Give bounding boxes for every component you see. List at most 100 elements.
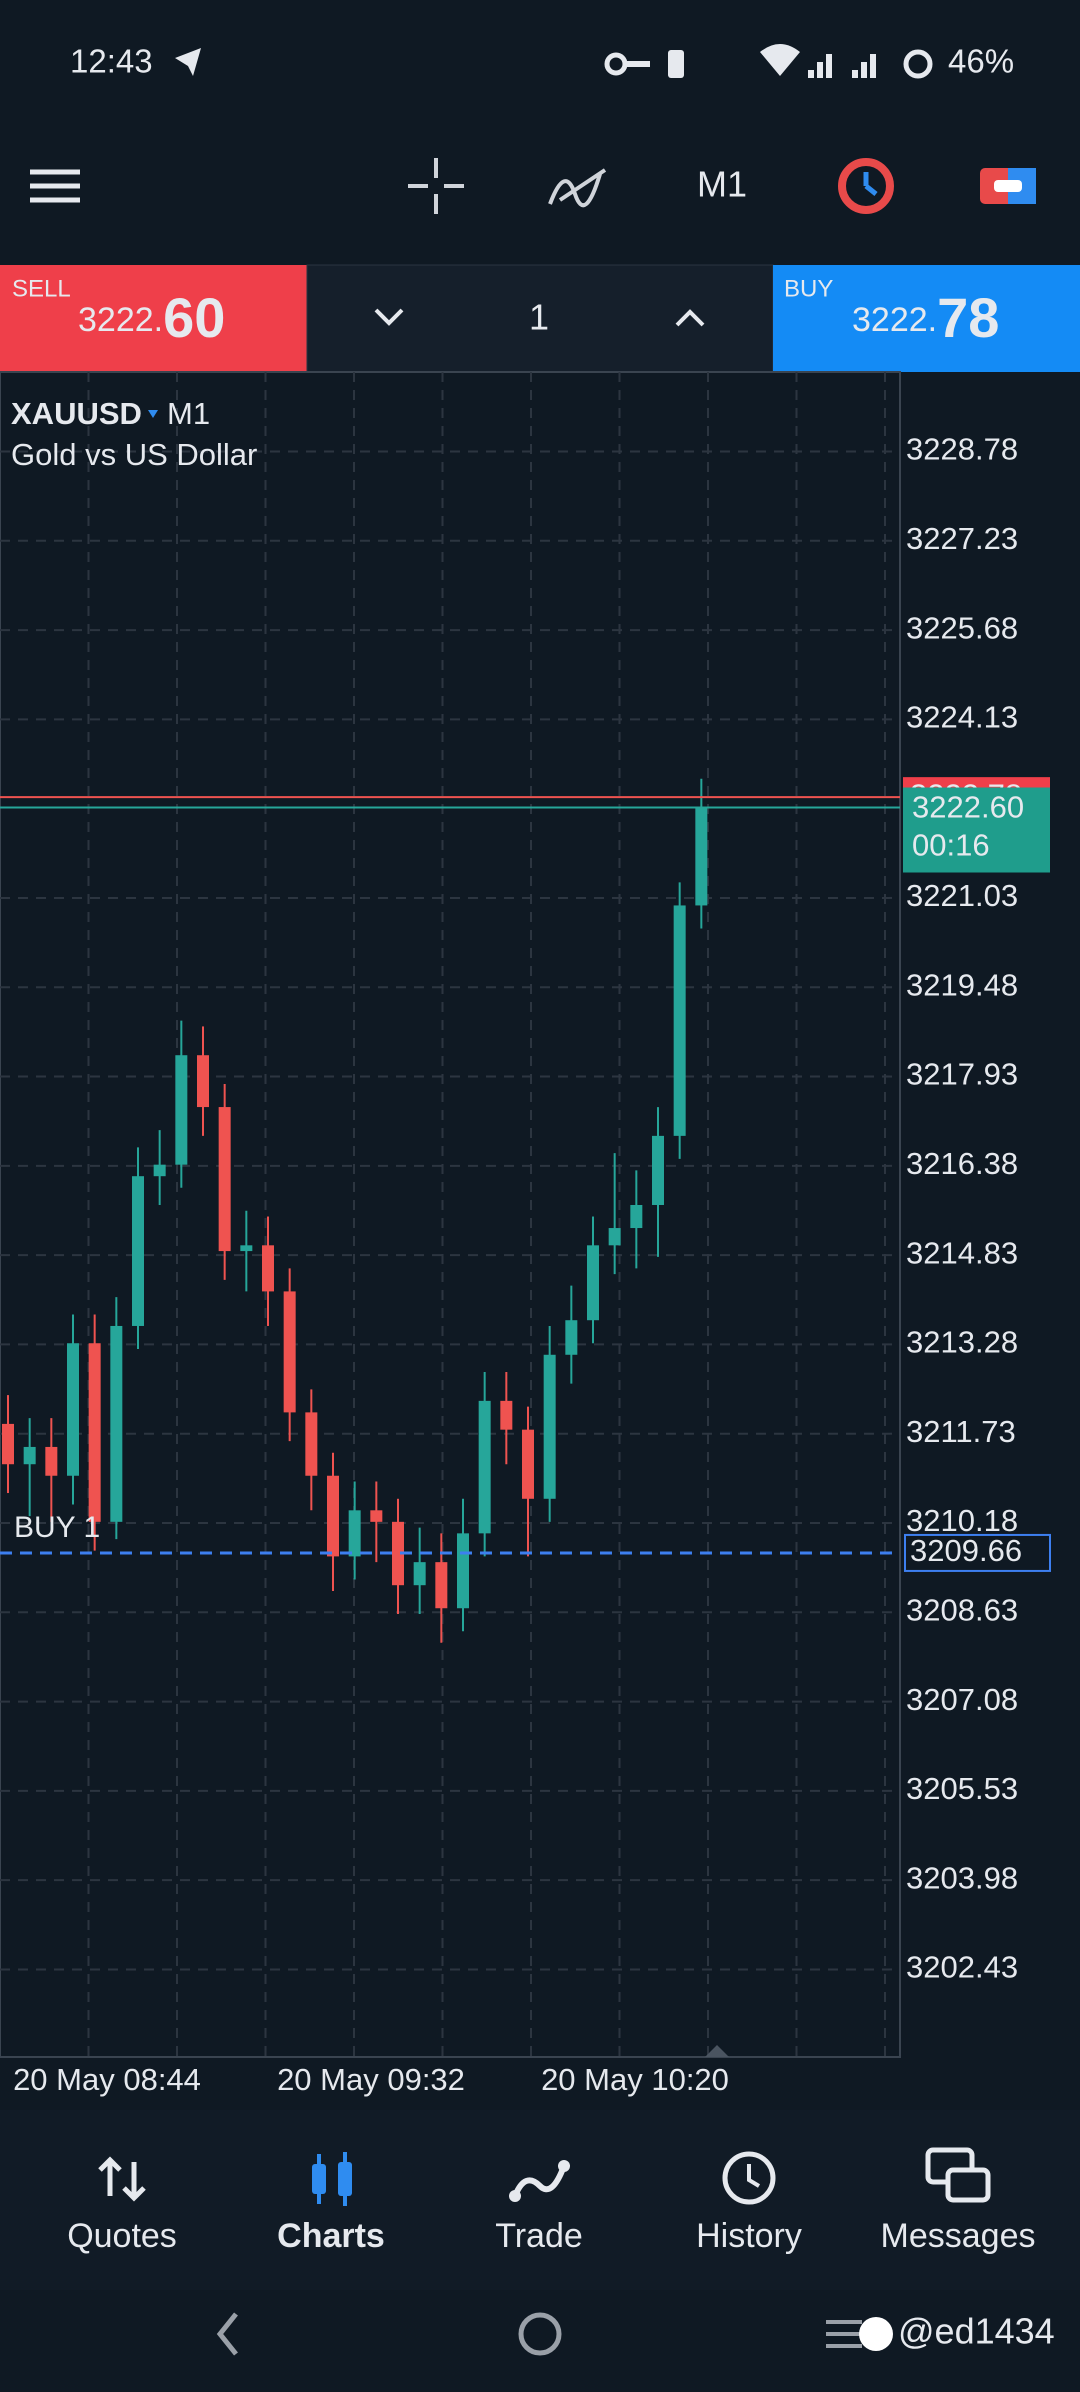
- home-button[interactable]: [518, 2312, 562, 2356]
- menu-button[interactable]: [30, 169, 80, 203]
- bottom-nav: [0, 2110, 1080, 2290]
- symbol-dropdown: [148, 410, 158, 418]
- buy-price-big: 78: [937, 286, 999, 349]
- facebook-icon: [859, 2317, 893, 2351]
- sell-button[interactable]: [0, 265, 307, 372]
- candle-body: [392, 1521, 404, 1586]
- watermark: @ed1434: [898, 2311, 1055, 2352]
- candle-body: [305, 1412, 318, 1476]
- chart: 3228.78 3227.23 3225.68 3224.13 3221.03 3219.…: [0, 371, 1051, 2097]
- nav-label[interactable]: Trade: [495, 2217, 583, 2255]
- y-tick-label: 3202.43: [906, 1950, 1018, 1985]
- candle-body: [413, 1562, 426, 1586]
- candle-body: [218, 1107, 231, 1252]
- scroll-marker: [705, 2045, 729, 2057]
- candle-body: [283, 1291, 296, 1413]
- buy-button[interactable]: [773, 265, 1080, 372]
- candle-body: [348, 1510, 361, 1557]
- candle-body: [608, 1228, 621, 1246]
- candle-body: [673, 905, 686, 1136]
- status-icons: [604, 44, 933, 79]
- candle-body: [153, 1164, 166, 1177]
- y-tick-label: 3227.23: [906, 521, 1018, 556]
- candle-body: [695, 807, 708, 906]
- candle-body: [2, 1423, 14, 1465]
- candle-body: [175, 1055, 188, 1165]
- candle-body: [197, 1055, 209, 1108]
- x-tick-label: 20 May 09:32: [277, 2062, 465, 2097]
- chart-timeframe: M1: [167, 396, 210, 431]
- candle-body: [370, 1510, 383, 1522]
- candle-body: [630, 1204, 643, 1229]
- back-button[interactable]: [216, 2312, 238, 2356]
- recents-button[interactable]: [826, 2320, 862, 2348]
- y-tick-label: 3208.63: [906, 1592, 1018, 1627]
- bid-label-box: [903, 787, 1050, 873]
- y-tick-label: 3210.18: [906, 1503, 1018, 1538]
- buy-price-small: 3222.: [852, 301, 937, 339]
- sell-price: 3222.60: [78, 286, 225, 349]
- nav-label[interactable]: Messages: [881, 2217, 1036, 2255]
- x-tick-label: 20 May 08:44: [13, 2062, 201, 2097]
- candle-body: [652, 1135, 664, 1205]
- candle-body: [67, 1343, 79, 1476]
- candle-body: [132, 1176, 144, 1326]
- candle-body: [262, 1245, 274, 1292]
- candle-body: [23, 1446, 36, 1465]
- candle-body: [522, 1429, 534, 1499]
- y-tick-label: 3225.68: [906, 610, 1018, 645]
- y-tick-label: 3221.03: [906, 878, 1018, 913]
- y-tick-label: 3207.08: [906, 1682, 1018, 1717]
- volume-down[interactable]: [374, 308, 404, 326]
- y-tick-label: 3216.38: [906, 1146, 1018, 1181]
- y-tick-label: 3213.28: [906, 1325, 1018, 1360]
- nav-label[interactable]: History: [696, 2217, 802, 2255]
- candle-body: [240, 1245, 253, 1252]
- indicators-button[interactable]: [548, 168, 607, 208]
- status-time: 12:43: [70, 43, 153, 80]
- candle-body: [587, 1245, 599, 1321]
- candle-body: [88, 1343, 101, 1522]
- y-tick-label: 3203.98: [906, 1860, 1018, 1895]
- candle-body: [110, 1325, 123, 1522]
- candle-body: [478, 1400, 491, 1534]
- y-tick-label: 3219.48: [906, 967, 1018, 1002]
- candle-body: [327, 1475, 339, 1557]
- nav-icons: [98, 2147, 991, 2206]
- sell-price-small: 3222.: [78, 301, 163, 339]
- timeframe-button[interactable]: M1: [697, 164, 747, 205]
- nav-label[interactable]: Quotes: [67, 2217, 177, 2255]
- y-tick-label: 3205.53: [906, 1771, 1018, 1806]
- countdown: 00:16: [912, 828, 990, 863]
- candle-body: [500, 1400, 513, 1430]
- plot-area: [0, 371, 901, 2058]
- y-tick-label: 3228.78: [906, 432, 1018, 467]
- buy-price: 3222.78: [852, 286, 999, 349]
- telegram-icon: [175, 48, 201, 76]
- position-price-box: [904, 1533, 1051, 1572]
- y-tick-label: 3217.93: [906, 1057, 1018, 1092]
- symbol: XAUUSD: [11, 396, 142, 431]
- battery-percent: 46%: [948, 43, 1014, 80]
- nav-label[interactable]: Charts: [277, 2217, 385, 2255]
- volume-up[interactable]: [675, 309, 705, 327]
- volume[interactable]: 1: [529, 297, 549, 338]
- crosshair-button[interactable]: [408, 158, 464, 214]
- x-tick-label: 20 May 10:20: [541, 2062, 729, 2097]
- y-tick-label: 3224.13: [906, 700, 1018, 735]
- candle-body: [435, 1562, 448, 1609]
- candle-body: [543, 1354, 556, 1499]
- bid-label: 3222.60: [912, 790, 1024, 825]
- candle-body: [565, 1320, 578, 1355]
- position-price: 3209.66: [910, 1533, 1022, 1568]
- sell-label: SELL: [12, 275, 71, 302]
- candle-body: [45, 1446, 58, 1476]
- symbol-description: Gold vs US Dollar: [11, 437, 257, 472]
- y-tick-label: 3211.73: [906, 1414, 1016, 1449]
- position-label: BUY 1: [14, 1511, 100, 1544]
- buy-label: BUY: [784, 275, 833, 302]
- one-click-icon[interactable]: [838, 158, 894, 214]
- candle-body: [457, 1533, 469, 1609]
